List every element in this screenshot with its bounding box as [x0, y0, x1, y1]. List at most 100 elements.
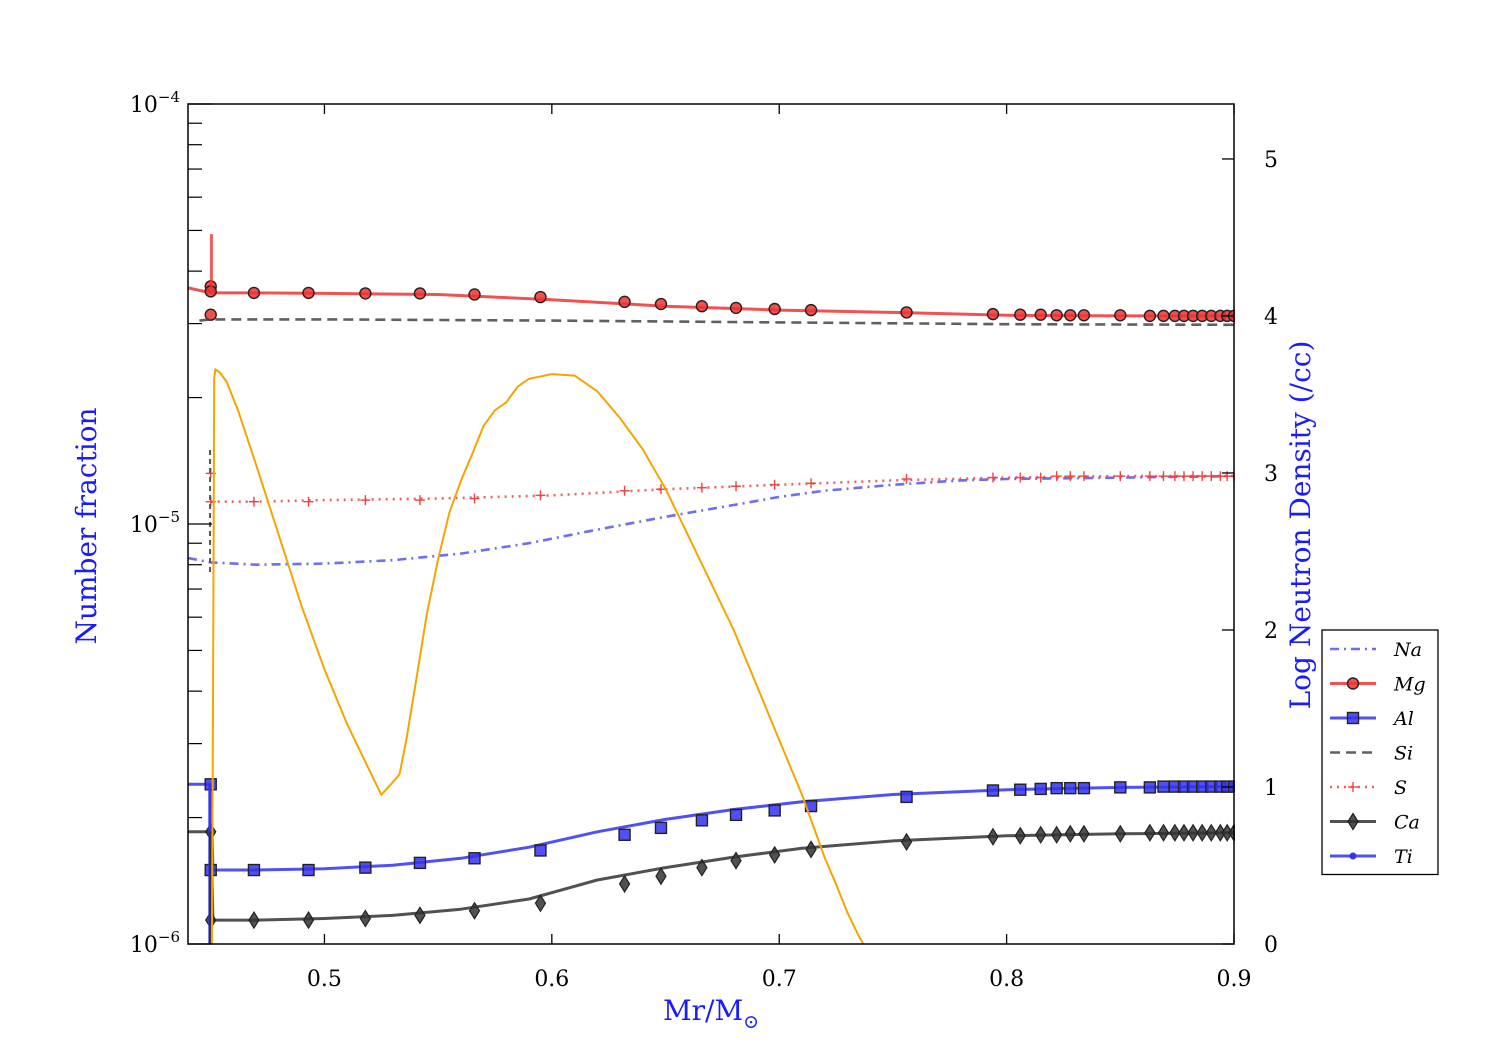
series-s-marker: [619, 485, 630, 496]
series-s-marker: [1035, 472, 1046, 483]
series-mg-line: [188, 286, 1234, 318]
series-mg-marker: [413, 287, 427, 300]
series-s-marker: [655, 484, 666, 495]
series-s-marker: [987, 472, 998, 483]
y-right-tick-label: 4: [1264, 305, 1278, 330]
legend-entry-na: Na: [1330, 639, 1422, 661]
series-mg-marker: [302, 286, 315, 300]
y-left-tick-label: 10−4: [130, 88, 180, 118]
series-ca-marker: [1114, 824, 1127, 843]
series-s-marker: [769, 479, 780, 490]
series-mg-marker: [359, 287, 372, 300]
legend-ti-label: Ti: [1394, 846, 1413, 868]
series-ca-marker: [1196, 823, 1208, 842]
legend-ti-marker: [1349, 852, 1357, 860]
series-al-marker: [359, 861, 372, 874]
legend-mg-label: Mg: [1393, 674, 1426, 696]
series-mg-marker: [1014, 308, 1027, 321]
series-mg-marker: [654, 297, 668, 311]
series-mg-marker: [1077, 309, 1091, 322]
series-ca-marker: [534, 894, 547, 913]
series-ca-marker: [468, 901, 481, 920]
series-s-line: [210, 474, 1234, 504]
series-s-marker: [1051, 471, 1062, 482]
series-mg-marker: [1114, 309, 1127, 322]
series-ca-marker: [1169, 823, 1181, 842]
series-al-marker: [534, 844, 547, 857]
series-s-marker: [696, 482, 707, 493]
series-al-marker: [729, 808, 743, 822]
y-right-tick-label: 1: [1264, 776, 1278, 801]
y-left-tick-label: 10−6: [130, 928, 180, 958]
series-ca-marker: [1144, 823, 1156, 842]
series-s-marker: [1115, 471, 1126, 482]
series-s-marker: [731, 481, 742, 492]
series-mg-marker: [1143, 309, 1157, 323]
series-ca-marker: [1050, 825, 1063, 844]
series-mg-marker: [768, 302, 781, 316]
y-left-tick-label: 10−5: [130, 508, 180, 538]
x-tick-label: 0.8: [989, 967, 1024, 992]
legend-si-label: Si: [1394, 743, 1413, 765]
series-s-marker: [1188, 471, 1199, 482]
series-ca-marker: [1035, 825, 1047, 844]
y-axis-left-label: Number fraction: [70, 407, 103, 644]
series-al-marker: [768, 804, 781, 817]
series-ca-marker: [805, 840, 817, 859]
series-na-line: [188, 474, 1235, 567]
series-mg-marker: [900, 306, 913, 319]
neutron-density-line: [210, 368, 865, 944]
legend-entry-al: Al: [1330, 708, 1414, 730]
series-mg-marker: [695, 300, 709, 313]
series-ca-marker: [655, 867, 667, 886]
series-al-marker: [1064, 781, 1077, 795]
series-al-marker: [1034, 782, 1047, 796]
series-al-marker: [986, 784, 1000, 797]
series-s-marker: [469, 493, 480, 504]
series-mg-marker: [1034, 308, 1047, 321]
series-mg-marker: [1050, 309, 1063, 322]
series-ca-marker: [618, 874, 631, 894]
legend-entry-s: S: [1330, 777, 1407, 799]
series-ca-marker: [900, 832, 913, 852]
series-s-marker: [1078, 471, 1089, 482]
series-al-marker: [247, 863, 261, 877]
series-s-marker: [1144, 471, 1155, 482]
x-tick-label: 0.5: [307, 967, 342, 992]
series-ca-marker: [1205, 823, 1217, 842]
series-ca-marker: [248, 910, 260, 930]
series-s-marker: [1065, 471, 1076, 482]
series-mg-marker: [986, 307, 1000, 321]
series-s-marker: [303, 496, 314, 507]
neutron-density-layer: [210, 368, 865, 944]
axes-layer: 0.5 0.6 0.7 0.8 0.9 10−6 10−5 10−4 0 1 2 3 4 5: [130, 88, 1278, 992]
series-al-marker: [1050, 781, 1063, 795]
x-tick-label: 0.7: [762, 967, 797, 992]
series-al-marker: [1014, 783, 1027, 796]
plot-frame: [187, 103, 1235, 945]
series-al-marker: [302, 863, 315, 877]
series-si-line: [199, 318, 1235, 327]
series-s-marker: [1197, 471, 1208, 482]
y-right-tick-label: 3: [1264, 462, 1278, 487]
legend-entry-ca: Ca: [1330, 812, 1420, 834]
series-mg-marker: [247, 286, 261, 300]
y-right-tick-label: 2: [1264, 619, 1278, 644]
series-mg-marker: [1157, 309, 1170, 323]
series-s-marker: [1015, 472, 1026, 483]
series-mg-marker: [1064, 309, 1077, 322]
series-s-marker: [1169, 471, 1180, 482]
series-al-marker: [900, 790, 913, 804]
legend-entry-mg: Mg: [1330, 674, 1426, 696]
series-s-marker: [806, 478, 817, 489]
series-s-marker: [360, 495, 371, 506]
series-ca-marker: [1157, 823, 1170, 842]
x-axis-label: Mr/M⊙: [663, 994, 759, 1033]
series-ca-marker: [1064, 824, 1076, 843]
series-s-marker: [535, 490, 546, 501]
series-ca-marker: [414, 906, 426, 925]
y-axis-right-label: Log Neutron Density (/cc): [1284, 341, 1317, 710]
series-ca-marker: [302, 910, 315, 930]
series-ca-marker: [768, 845, 781, 865]
